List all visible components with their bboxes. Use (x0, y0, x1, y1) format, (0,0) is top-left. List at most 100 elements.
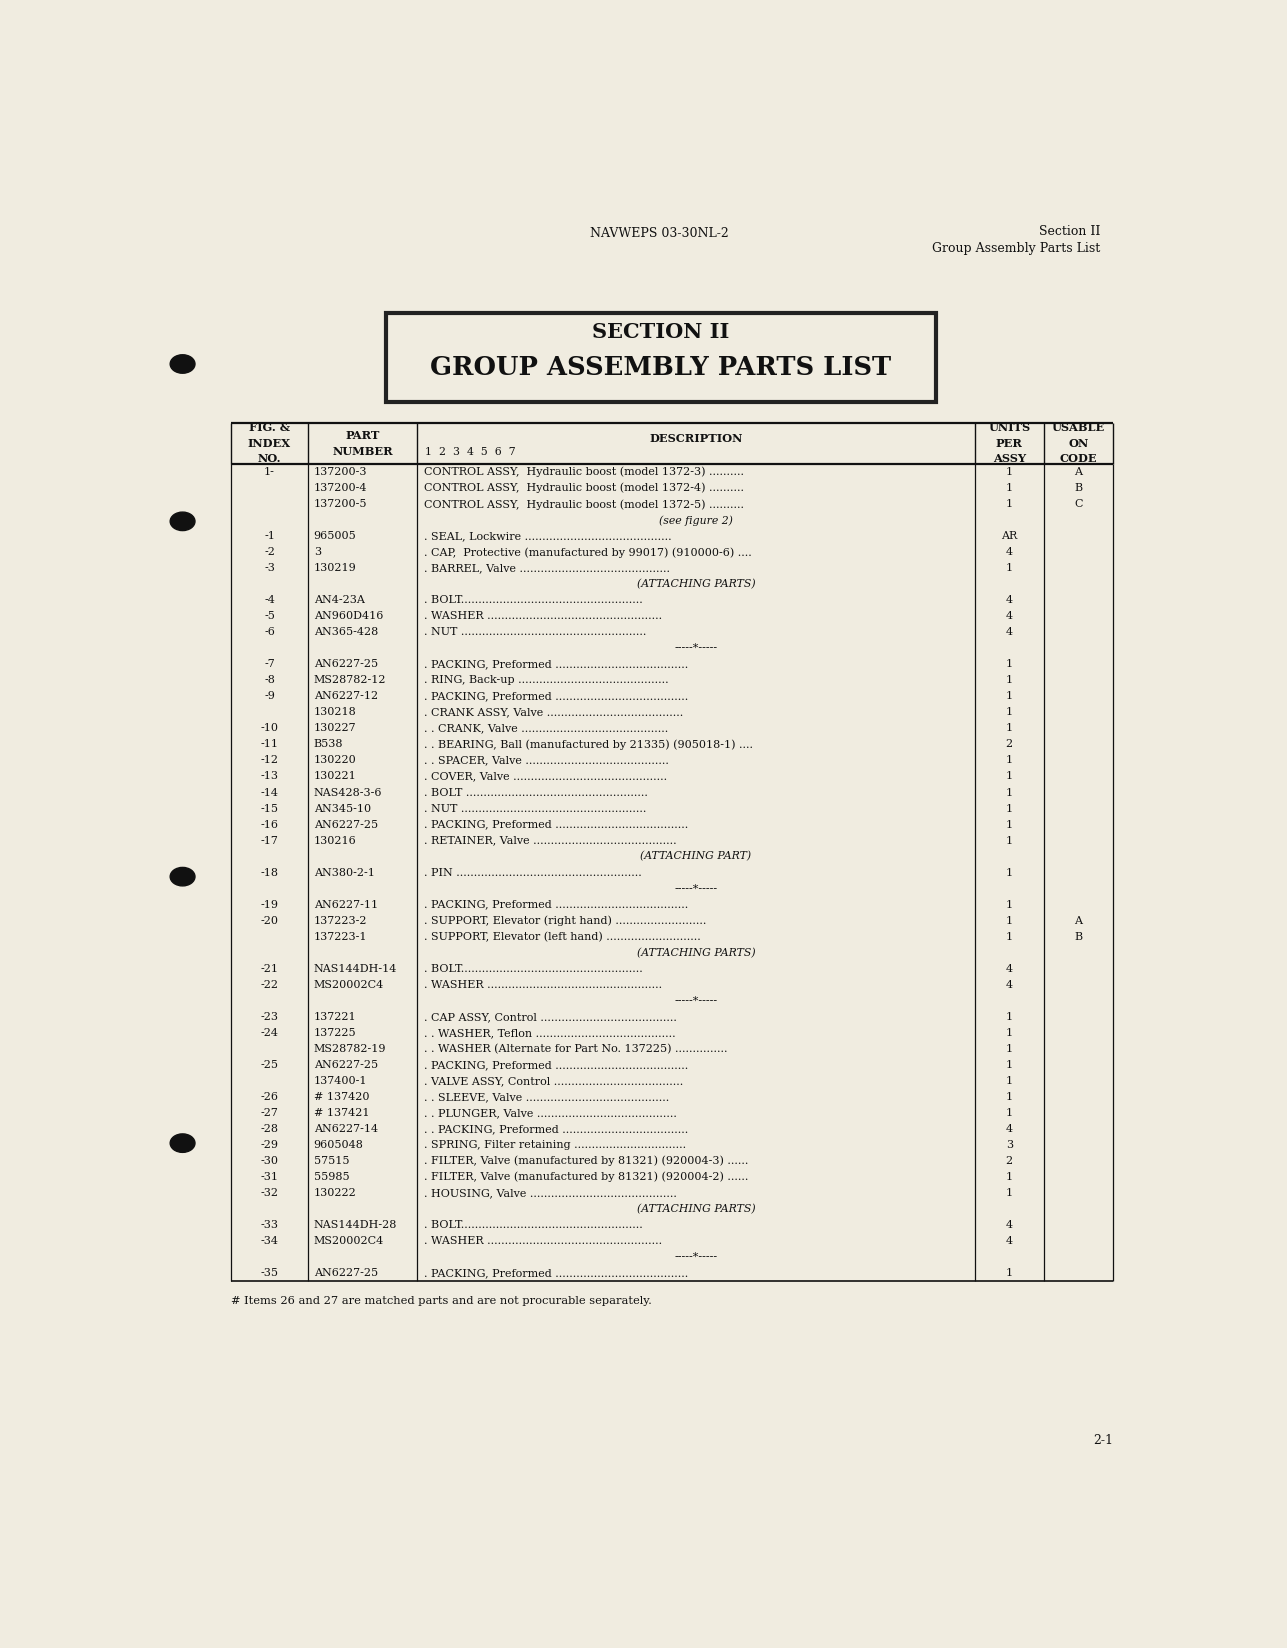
Text: 1: 1 (1005, 692, 1013, 702)
Text: AN6227-14: AN6227-14 (314, 1124, 378, 1134)
Text: -11: -11 (260, 740, 278, 750)
Text: 1: 1 (1005, 499, 1013, 509)
Text: . BOLT....................................................: . BOLT..................................… (423, 595, 642, 605)
Text: 4: 4 (1005, 628, 1013, 638)
Text: 4: 4 (1005, 1220, 1013, 1229)
Text: . . BEARING, Ball (manufactured by 21335) (905018-1) ....: . . BEARING, Ball (manufactured by 21335… (423, 740, 753, 750)
Text: 4: 4 (1005, 595, 1013, 605)
Text: 965005: 965005 (314, 531, 356, 541)
Text: -6: -6 (264, 628, 275, 638)
Text: 137200-5: 137200-5 (314, 499, 367, 509)
Text: 137200-4: 137200-4 (314, 483, 367, 493)
Text: . NUT .....................................................: . NUT ..................................… (423, 804, 646, 814)
Text: . CRANK ASSY, Valve .......................................: . CRANK ASSY, Valve ....................… (423, 707, 683, 717)
Text: -20: -20 (260, 916, 278, 926)
Text: 1: 1 (1005, 804, 1013, 814)
Text: Section II: Section II (1039, 224, 1100, 237)
Text: . . WASHER (Alternate for Part No. 137225) ...............: . . WASHER (Alternate for Part No. 13722… (423, 1043, 727, 1055)
Text: CONTROL ASSY,  Hydraulic boost (model 1372-5) ..........: CONTROL ASSY, Hydraulic boost (model 137… (423, 499, 744, 509)
Text: (ATTACHING PART): (ATTACHING PART) (640, 852, 752, 862)
Text: AN365-428: AN365-428 (314, 628, 378, 638)
Text: -----*-----: -----*----- (674, 643, 717, 653)
Text: -31: -31 (260, 1172, 278, 1182)
Text: -23: -23 (260, 1012, 278, 1022)
Text: . . PLUNGER, Valve ........................................: . . PLUNGER, Valve .....................… (423, 1107, 677, 1117)
Text: 1: 1 (1005, 931, 1013, 941)
Text: -----*-----: -----*----- (674, 995, 717, 1005)
Text: . FILTER, Valve (manufactured by 81321) (920004-3) ......: . FILTER, Valve (manufactured by 81321) … (423, 1155, 748, 1167)
Text: . WASHER ..................................................: . WASHER ...............................… (423, 1236, 662, 1246)
Text: . PACKING, Preformed ......................................: . PACKING, Preformed ...................… (423, 900, 689, 910)
Text: -26: -26 (260, 1093, 278, 1103)
Text: 2: 2 (1005, 740, 1013, 750)
Text: . . CRANK, Valve ..........................................: . . CRANK, Valve .......................… (423, 723, 668, 733)
Text: . NUT .....................................................: . NUT ..................................… (423, 628, 646, 638)
Text: 1: 1 (1005, 1172, 1013, 1182)
Text: -22: -22 (260, 979, 278, 990)
Text: 130227: 130227 (314, 723, 356, 733)
Text: NAS428-3-6: NAS428-3-6 (314, 788, 382, 798)
Text: . SUPPORT, Elevator (right hand) ..........................: . SUPPORT, Elevator (right hand) .......… (423, 915, 707, 926)
Text: NAS144DH-14: NAS144DH-14 (314, 964, 398, 974)
Text: 137400-1: 137400-1 (314, 1076, 367, 1086)
Text: # Items 26 and 27 are matched parts and are not procurable separately.: # Items 26 and 27 are matched parts and … (230, 1297, 651, 1307)
Text: -1: -1 (264, 531, 275, 541)
Text: -34: -34 (260, 1236, 278, 1246)
Ellipse shape (170, 513, 194, 531)
Text: AN6227-25: AN6227-25 (314, 819, 378, 829)
Text: . FILTER, Valve (manufactured by 81321) (920004-2) ......: . FILTER, Valve (manufactured by 81321) … (423, 1172, 748, 1182)
Text: AR: AR (1001, 531, 1017, 541)
Text: 1: 1 (1005, 1076, 1013, 1086)
Text: # 137420: # 137420 (314, 1093, 369, 1103)
Text: 1: 1 (1005, 659, 1013, 669)
Text: -8: -8 (264, 676, 275, 686)
Text: 1: 1 (1005, 755, 1013, 765)
Text: AN6227-25: AN6227-25 (314, 1060, 378, 1070)
Text: B: B (1075, 483, 1082, 493)
Text: -9: -9 (264, 692, 275, 702)
Text: . PACKING, Preformed ......................................: . PACKING, Preformed ...................… (423, 1267, 689, 1277)
Text: AN6227-12: AN6227-12 (314, 692, 378, 702)
Text: 1: 1 (1005, 1060, 1013, 1070)
Text: 1: 1 (1005, 900, 1013, 910)
Text: -14: -14 (260, 788, 278, 798)
Text: 1: 1 (1005, 819, 1013, 829)
Text: 1: 1 (1005, 916, 1013, 926)
Text: . WASHER ..................................................: . WASHER ...............................… (423, 611, 662, 621)
Text: -19: -19 (260, 900, 278, 910)
Text: FIG. &
INDEX
NO.: FIG. & INDEX NO. (248, 422, 291, 465)
Text: . . SPACER, Valve .........................................: . . SPACER, Valve ......................… (423, 755, 669, 765)
Text: . SPRING, Filter retaining ................................: . SPRING, Filter retaining .............… (423, 1140, 686, 1150)
Text: 1-: 1- (264, 466, 275, 478)
Text: . PACKING, Preformed ......................................: . PACKING, Preformed ...................… (423, 692, 689, 702)
Text: 130218: 130218 (314, 707, 356, 717)
Text: -16: -16 (260, 819, 278, 829)
Text: 2-1: 2-1 (1094, 1434, 1113, 1447)
Text: 9605048: 9605048 (314, 1140, 364, 1150)
Text: B538: B538 (314, 740, 344, 750)
Text: SECTION II: SECTION II (592, 323, 730, 343)
Text: . BOLT....................................................: . BOLT..................................… (423, 964, 642, 974)
Text: AN4-23A: AN4-23A (314, 595, 364, 605)
Text: -12: -12 (260, 755, 278, 765)
Text: 1: 1 (1005, 771, 1013, 781)
Text: -35: -35 (260, 1267, 278, 1277)
Text: 3: 3 (314, 547, 320, 557)
Text: 137223-2: 137223-2 (314, 916, 367, 926)
Text: . . WASHER, Teflon ........................................: . . WASHER, Teflon .....................… (423, 1028, 676, 1038)
Text: MS20002C4: MS20002C4 (314, 979, 384, 990)
Text: 137221: 137221 (314, 1012, 356, 1022)
Text: -33: -33 (260, 1220, 278, 1229)
Text: . BARREL, Valve ...........................................: . BARREL, Valve ........................… (423, 564, 669, 574)
Text: DESCRIPTION: DESCRIPTION (649, 433, 743, 443)
Text: 4: 4 (1005, 611, 1013, 621)
Text: 4: 4 (1005, 1236, 1013, 1246)
Text: Group Assembly Parts List: Group Assembly Parts List (932, 242, 1100, 255)
Text: . COVER, Valve ............................................: . COVER, Valve .........................… (423, 771, 667, 781)
Ellipse shape (170, 867, 194, 887)
Text: 137225: 137225 (314, 1028, 356, 1038)
Text: PART
NUMBER: PART NUMBER (332, 430, 393, 456)
Text: 4: 4 (1005, 1124, 1013, 1134)
Text: UNITS
PER
ASSY: UNITS PER ASSY (988, 422, 1031, 465)
Text: -24: -24 (260, 1028, 278, 1038)
